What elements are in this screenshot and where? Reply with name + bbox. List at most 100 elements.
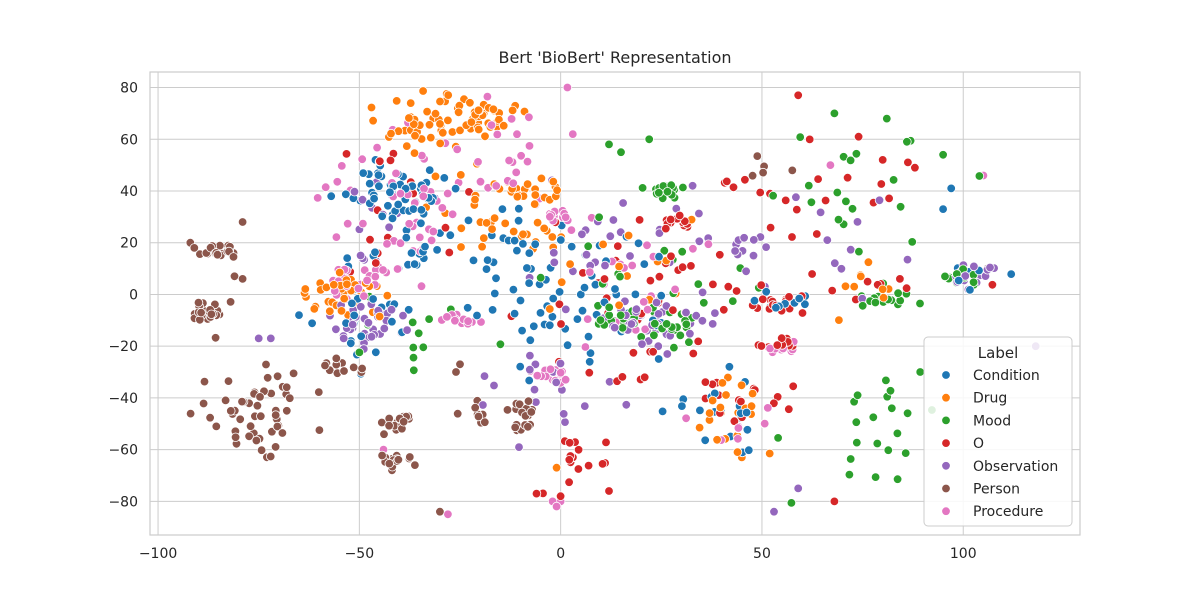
point-person bbox=[288, 368, 299, 379]
point-drug bbox=[336, 306, 347, 316]
point-drug bbox=[532, 217, 543, 228]
point-mood bbox=[881, 375, 891, 386]
point-o bbox=[807, 269, 817, 279]
point-drug bbox=[536, 173, 547, 184]
point-observation bbox=[349, 186, 360, 197]
point-condition bbox=[490, 288, 500, 299]
point-person bbox=[405, 452, 415, 462]
point-observation bbox=[525, 365, 535, 375]
point-procedure bbox=[418, 191, 429, 202]
point-mood bbox=[902, 137, 912, 147]
point-person bbox=[314, 425, 325, 435]
point-observation bbox=[605, 231, 616, 241]
point-drug bbox=[435, 119, 445, 129]
point-observation bbox=[608, 215, 619, 225]
point-o bbox=[722, 176, 732, 187]
point-o bbox=[675, 210, 685, 221]
point-condition bbox=[567, 241, 577, 252]
point-condition bbox=[408, 204, 419, 214]
point-mood bbox=[872, 438, 883, 449]
point-observation bbox=[651, 297, 662, 308]
point-drug bbox=[392, 96, 402, 106]
point-mood bbox=[644, 134, 654, 145]
point-mood bbox=[915, 367, 925, 377]
point-procedure bbox=[524, 141, 535, 151]
point-drug bbox=[834, 315, 844, 325]
point-condition bbox=[794, 293, 804, 304]
point-mood bbox=[675, 330, 686, 341]
point-mood bbox=[616, 147, 626, 157]
point-condition bbox=[695, 405, 705, 416]
point-o bbox=[375, 156, 385, 167]
point-observation bbox=[559, 409, 569, 419]
point-mood bbox=[616, 310, 626, 321]
point-drug bbox=[552, 185, 562, 195]
point-mood bbox=[901, 448, 911, 458]
point-drug bbox=[479, 233, 489, 243]
point-procedure bbox=[357, 154, 367, 164]
point-observation bbox=[621, 400, 632, 410]
point-o bbox=[708, 279, 718, 290]
point-mood bbox=[892, 474, 903, 484]
point-person bbox=[480, 417, 490, 427]
point-condition bbox=[585, 357, 595, 367]
point-drug bbox=[386, 128, 396, 139]
point-procedure bbox=[516, 151, 526, 161]
y-tick-label: 80 bbox=[120, 81, 138, 97]
y-tick-label: −20 bbox=[108, 339, 138, 355]
point-person bbox=[235, 414, 245, 425]
point-drug bbox=[863, 257, 874, 267]
point-o bbox=[686, 261, 696, 271]
point-o bbox=[784, 292, 794, 302]
point-o bbox=[640, 372, 650, 383]
point-procedure bbox=[473, 157, 483, 167]
point-observation bbox=[637, 339, 647, 349]
point-o bbox=[565, 438, 575, 448]
point-condition bbox=[630, 289, 641, 300]
point-person bbox=[256, 445, 267, 455]
point-mood bbox=[414, 328, 424, 339]
point-person bbox=[379, 429, 389, 439]
point-drug bbox=[849, 281, 859, 292]
point-procedure bbox=[313, 193, 323, 203]
point-mood bbox=[408, 342, 419, 353]
point-procedure bbox=[378, 265, 388, 275]
point-mood bbox=[418, 342, 429, 353]
point-o bbox=[895, 274, 905, 284]
point-procedure bbox=[382, 239, 392, 249]
point-person bbox=[210, 333, 221, 343]
point-drug bbox=[424, 120, 435, 130]
point-condition bbox=[416, 218, 426, 229]
point-drug bbox=[721, 390, 731, 400]
point-drug bbox=[539, 223, 549, 234]
point-procedure bbox=[506, 114, 517, 124]
point-condition bbox=[404, 305, 414, 315]
point-drug bbox=[368, 115, 378, 126]
point-mood bbox=[870, 297, 881, 308]
point-mood bbox=[677, 246, 687, 257]
point-procedure bbox=[703, 239, 714, 249]
point-drug bbox=[300, 284, 311, 294]
point-mood bbox=[892, 428, 903, 439]
point-o bbox=[797, 308, 808, 318]
point-observation bbox=[793, 483, 803, 494]
point-procedure bbox=[545, 212, 555, 222]
point-person bbox=[263, 373, 273, 383]
point-observation bbox=[580, 401, 590, 411]
point-mood bbox=[495, 339, 506, 350]
point-drug bbox=[736, 380, 747, 391]
point-drug bbox=[548, 176, 559, 187]
point-observation bbox=[969, 261, 979, 272]
point-o bbox=[884, 193, 894, 204]
point-condition bbox=[548, 293, 558, 304]
point-person bbox=[523, 396, 534, 406]
point-observation bbox=[836, 264, 847, 274]
point-drug bbox=[547, 232, 558, 242]
point-person bbox=[198, 398, 209, 409]
point-condition bbox=[583, 331, 594, 342]
point-condition bbox=[432, 245, 442, 255]
point-condition bbox=[349, 310, 359, 321]
point-observation bbox=[355, 250, 366, 261]
point-drug bbox=[704, 408, 715, 418]
point-o bbox=[853, 131, 864, 142]
